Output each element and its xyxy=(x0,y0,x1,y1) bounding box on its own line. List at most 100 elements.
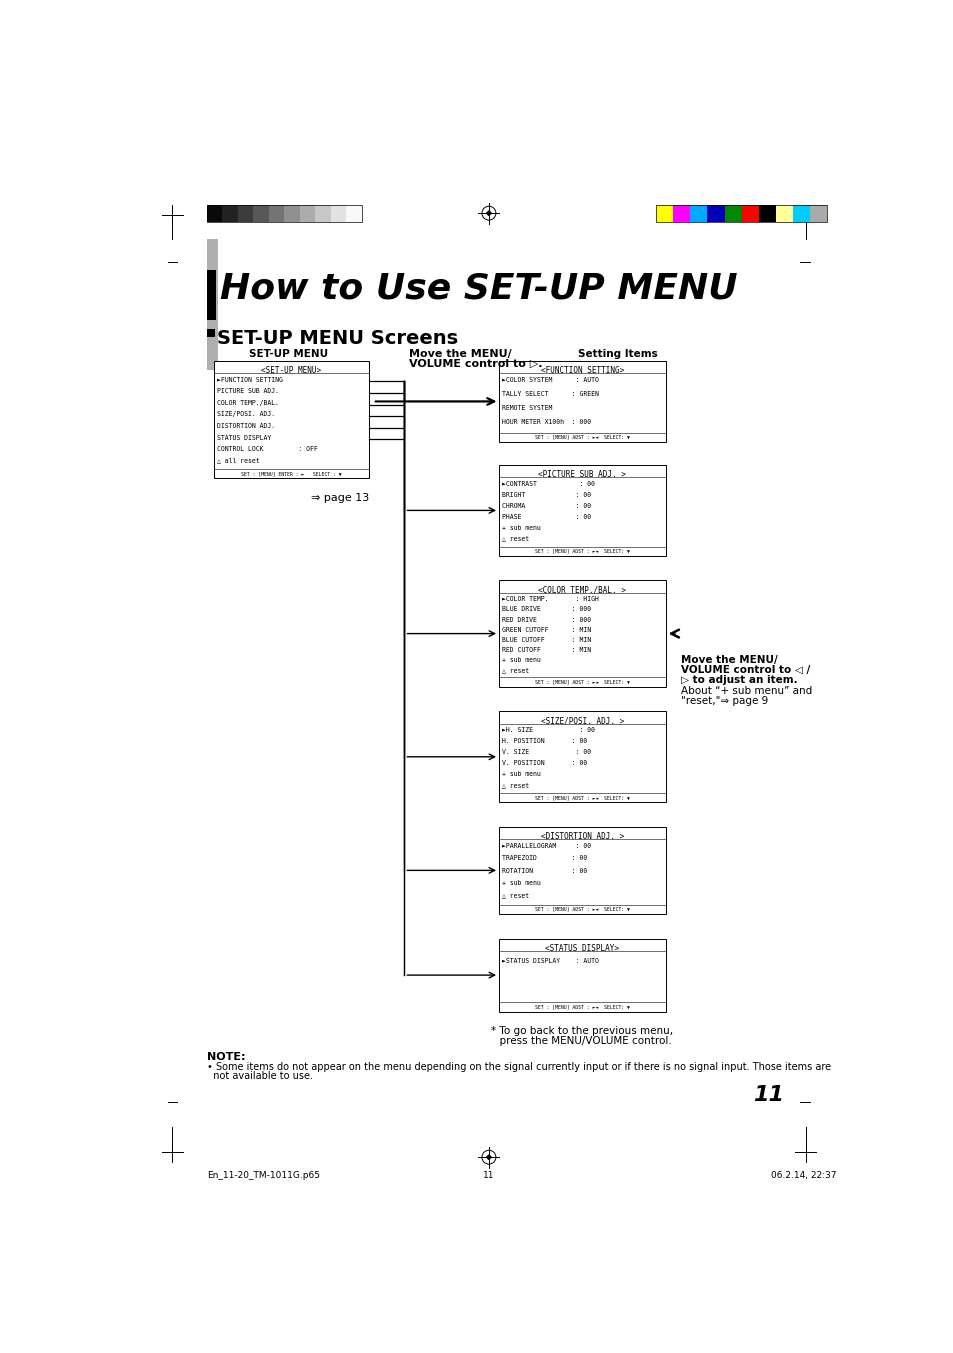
Text: PHASE              : 00: PHASE : 00 xyxy=(501,514,591,520)
Text: ►PARALLELOGRAM     : 00: ►PARALLELOGRAM : 00 xyxy=(501,843,591,848)
Text: SIZE/POSI. ADJ.: SIZE/POSI. ADJ. xyxy=(216,411,274,418)
Bar xyxy=(213,361,369,478)
Bar xyxy=(207,271,216,321)
Text: DISTORTION ADJ.: DISTORTION ADJ. xyxy=(216,423,274,429)
Text: ROTATION          : 00: ROTATION : 00 xyxy=(501,867,587,874)
Text: COLOR TEMP./BAL.: COLOR TEMP./BAL. xyxy=(216,400,278,406)
Bar xyxy=(346,204,361,222)
Text: not available to use.: not available to use. xyxy=(207,1072,313,1081)
Text: Setting Items: Setting Items xyxy=(578,349,657,360)
Text: SET : [MENU] ADST : ►◄  SELECT: ▼: SET : [MENU] ADST : ►◄ SELECT: ▼ xyxy=(535,434,629,440)
Text: SET : [MENU] ADST : ►◄  SELECT: ▼: SET : [MENU] ADST : ►◄ SELECT: ▼ xyxy=(535,1004,629,1009)
Text: V. SIZE            : 00: V. SIZE : 00 xyxy=(501,750,591,755)
Text: ►STATUS DISPLAY    : AUTO: ►STATUS DISPLAY : AUTO xyxy=(501,958,598,963)
Text: BLUE CUTOFF       : MIN: BLUE CUTOFF : MIN xyxy=(501,637,591,643)
Bar xyxy=(207,204,222,222)
Text: <SIZE/POSI. ADJ. >: <SIZE/POSI. ADJ. > xyxy=(540,717,623,725)
Text: ►FUNCTION SETTING: ►FUNCTION SETTING xyxy=(216,376,282,383)
Text: ►CONTRAST           : 00: ►CONTRAST : 00 xyxy=(501,480,595,487)
Text: BLUE DRIVE        : 000: BLUE DRIVE : 000 xyxy=(501,606,591,613)
Text: <FUNCTION SETTING>: <FUNCTION SETTING> xyxy=(540,367,623,375)
Bar xyxy=(656,204,826,222)
Text: <COLOR TEMP./BAL. >: <COLOR TEMP./BAL. > xyxy=(537,586,625,595)
Text: press the MENU/VOLUME control.: press the MENU/VOLUME control. xyxy=(493,1035,671,1046)
Bar xyxy=(707,204,723,222)
Text: SET : [MENU] ENTER : ►   SELECT : ▼: SET : [MENU] ENTER : ► SELECT : ▼ xyxy=(241,471,341,476)
Text: "reset,"⇒ page 9: "reset,"⇒ page 9 xyxy=(680,695,767,706)
Text: GREEN CUTOFF      : MIN: GREEN CUTOFF : MIN xyxy=(501,626,591,633)
Text: VOLUME control to ▷.: VOLUME control to ▷. xyxy=(409,359,542,369)
Text: HOUR METER X100h  : 000: HOUR METER X100h : 000 xyxy=(501,419,591,425)
Text: △ reset: △ reset xyxy=(501,667,529,674)
Bar xyxy=(237,204,253,222)
Bar xyxy=(498,827,665,913)
Bar xyxy=(222,204,237,222)
Bar xyxy=(253,204,269,222)
Text: <STATUS DISPLAY>: <STATUS DISPLAY> xyxy=(545,944,618,953)
Text: VOLUME control to ◁ /: VOLUME control to ◁ / xyxy=(680,666,809,675)
Text: • Some items do not appear on the menu depending on the signal currently input o: • Some items do not appear on the menu d… xyxy=(207,1062,830,1073)
Text: CONTROL LOCK         : OFF: CONTROL LOCK : OFF xyxy=(216,446,317,452)
Text: REMOTE SYSTEM: REMOTE SYSTEM xyxy=(501,405,552,411)
Text: △ all reset: △ all reset xyxy=(216,457,259,464)
Bar xyxy=(690,204,707,222)
Text: * To go back to the previous menu,: * To go back to the previous menu, xyxy=(491,1026,673,1035)
Text: TALLY SELECT      : GREEN: TALLY SELECT : GREEN xyxy=(501,391,598,398)
Text: <DISTORTION ADJ. >: <DISTORTION ADJ. > xyxy=(540,832,623,842)
Bar xyxy=(498,361,665,442)
Text: SET-UP MENU Screens: SET-UP MENU Screens xyxy=(216,329,457,348)
Bar xyxy=(656,204,673,222)
Text: △ reset: △ reset xyxy=(501,782,529,789)
Text: BRIGHT             : 00: BRIGHT : 00 xyxy=(501,491,591,498)
Bar xyxy=(809,204,826,222)
Bar xyxy=(792,204,809,222)
Text: RED CUTOFF        : MIN: RED CUTOFF : MIN xyxy=(501,647,591,653)
Bar xyxy=(315,204,331,222)
Text: + sub menu: + sub menu xyxy=(501,881,540,886)
Text: ⇒ page 13: ⇒ page 13 xyxy=(311,494,369,503)
Text: SET-UP MENU: SET-UP MENU xyxy=(249,349,328,360)
Text: 11: 11 xyxy=(753,1085,783,1105)
Text: Move the MENU/: Move the MENU/ xyxy=(680,655,777,666)
Bar xyxy=(723,204,740,222)
Bar xyxy=(775,204,792,222)
Text: TRAPEZOID         : 00: TRAPEZOID : 00 xyxy=(501,855,587,862)
Text: + sub menu: + sub menu xyxy=(501,771,540,777)
Text: About “+ sub menu” and: About “+ sub menu” and xyxy=(680,686,812,695)
Text: RED DRIVE         : 000: RED DRIVE : 000 xyxy=(501,617,591,622)
Text: <PICTURE SUB ADJ. >: <PICTURE SUB ADJ. > xyxy=(537,471,625,479)
Bar xyxy=(207,329,214,337)
Bar xyxy=(498,465,665,556)
Text: ▷ to adjust an item.: ▷ to adjust an item. xyxy=(680,675,797,685)
Bar xyxy=(498,939,665,1012)
Polygon shape xyxy=(486,1155,491,1160)
Text: NOTE:: NOTE: xyxy=(207,1051,245,1062)
Bar xyxy=(207,239,217,371)
Bar xyxy=(740,204,758,222)
Text: SET : [MENU] ADST : ►◄  SELECT: ▼: SET : [MENU] ADST : ►◄ SELECT: ▼ xyxy=(535,796,629,800)
Bar xyxy=(498,712,665,802)
Bar xyxy=(299,204,315,222)
Polygon shape xyxy=(486,211,491,215)
Bar xyxy=(758,204,775,222)
Text: <SET-UP MENU>: <SET-UP MENU> xyxy=(261,367,321,375)
Text: SET : [MENU] ADST : ►◄  SELECT: ▼: SET : [MENU] ADST : ►◄ SELECT: ▼ xyxy=(535,907,629,912)
Bar xyxy=(673,204,690,222)
Bar xyxy=(207,204,361,222)
Text: How to Use SET-UP MENU: How to Use SET-UP MENU xyxy=(220,272,737,306)
Text: △ reset: △ reset xyxy=(501,536,529,543)
Text: H. POSITION       : 00: H. POSITION : 00 xyxy=(501,739,587,744)
Text: Move the MENU/: Move the MENU/ xyxy=(409,349,512,360)
Text: CHROMA             : 00: CHROMA : 00 xyxy=(501,503,591,509)
Text: SET : [MENU] ADST : ►◄  SELECT: ▼: SET : [MENU] ADST : ►◄ SELECT: ▼ xyxy=(535,679,629,685)
Text: V. POSITION       : 00: V. POSITION : 00 xyxy=(501,760,587,766)
Text: SET : [MENU] ADST : ►◄  SELECT: ▼: SET : [MENU] ADST : ►◄ SELECT: ▼ xyxy=(535,549,629,553)
Text: 11: 11 xyxy=(482,1172,495,1180)
Text: ►COLOR SYSTEM      : AUTO: ►COLOR SYSTEM : AUTO xyxy=(501,377,598,383)
Bar xyxy=(269,204,284,222)
Bar xyxy=(284,204,299,222)
Text: + sub menu: + sub menu xyxy=(501,525,540,530)
Text: En_11-20_TM-1011G.p65: En_11-20_TM-1011G.p65 xyxy=(207,1172,319,1180)
Text: PICTURE SUB ADJ.: PICTURE SUB ADJ. xyxy=(216,388,278,394)
Text: STATUS DISPLAY: STATUS DISPLAY xyxy=(216,434,271,441)
